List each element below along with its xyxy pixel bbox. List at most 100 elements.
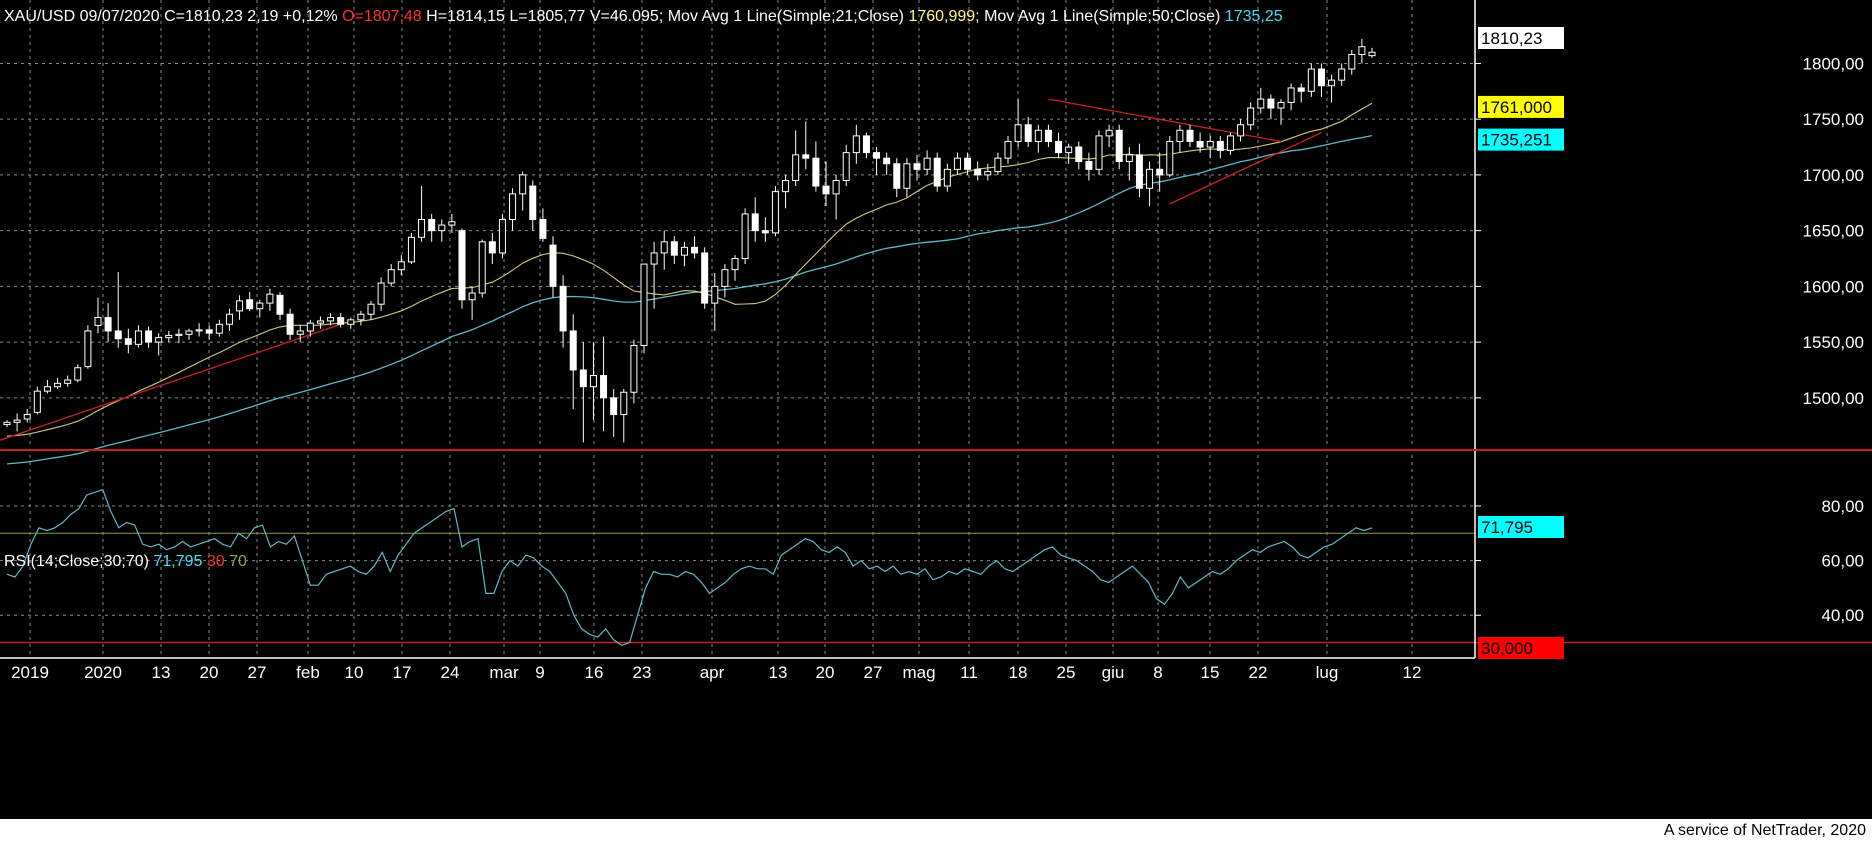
candles <box>3 38 1376 443</box>
candle-down <box>488 241 496 254</box>
candle-down <box>974 168 982 176</box>
candle-up <box>195 329 203 332</box>
candle-up <box>640 263 648 346</box>
ma21-tag: 1761,000 <box>1481 98 1552 117</box>
volume-value: V=46.095; <box>589 8 664 25</box>
axes: 1500,00 1550,00 1600,00 1650,00 1700,00 1750,… <box>0 0 1872 682</box>
candle-down <box>569 330 577 371</box>
rsi-low: 30 <box>206 553 225 570</box>
candle-up <box>994 157 1002 173</box>
candle-down <box>873 152 881 159</box>
candle-down <box>145 330 153 343</box>
x-tick-label: mar <box>489 663 519 682</box>
candle-down <box>286 313 294 335</box>
price-tick-label: 1800,00 <box>1803 54 1864 73</box>
symbol: XAU/USD <box>4 8 76 25</box>
candle-down <box>1196 140 1204 148</box>
candle-up <box>680 246 688 256</box>
rsi-tick-label: 80,00 <box>1821 497 1864 516</box>
x-tick-label: 25 <box>1057 663 1076 682</box>
candle-up <box>84 330 92 368</box>
candle-down <box>761 230 769 234</box>
x-tick-label: 20 <box>200 663 219 682</box>
candle-down <box>691 246 699 254</box>
candle-up <box>782 179 790 193</box>
ma50-label: Mov Avg 1 Line(Simple;50;Close) <box>984 8 1221 25</box>
candle-up <box>316 320 324 324</box>
close-value: C=1810,23 <box>164 8 243 25</box>
candle-down <box>600 375 608 399</box>
candle-down <box>205 329 213 334</box>
candle-up <box>347 319 355 325</box>
candle-up <box>1176 129 1184 142</box>
candle-up <box>387 269 395 284</box>
candle-up <box>984 171 992 176</box>
x-tick-label: 13 <box>152 663 171 682</box>
ma21-path <box>6 102 1373 437</box>
candle-up <box>1226 135 1234 151</box>
x-tick-label: 18 <box>1009 663 1028 682</box>
price-legend: XAU/USD 09/07/2020 C=1810,23 2,19 +0,12%… <box>4 7 1283 27</box>
x-tick-label: 27 <box>864 663 883 682</box>
candle-up <box>357 313 365 321</box>
candle-down <box>883 157 891 165</box>
candle-up <box>792 154 800 181</box>
candle-up <box>923 157 931 170</box>
candle-up <box>236 300 244 312</box>
candle-up <box>306 322 314 332</box>
candle-down <box>529 185 537 220</box>
rsi-value: 71,795 <box>153 553 203 570</box>
candle-up <box>1095 135 1103 170</box>
candle-up <box>296 330 304 335</box>
candle-up <box>266 293 274 304</box>
candle-down <box>104 317 112 332</box>
price-tick-label: 1650,00 <box>1803 222 1864 241</box>
x-tick-label: feb <box>296 663 320 682</box>
candle-up <box>215 323 223 334</box>
x-tick-label: 13 <box>769 663 788 682</box>
ma50-line <box>6 134 1373 465</box>
candle-down <box>458 230 466 301</box>
rsi-value-tag: 71,795 <box>1481 518 1533 537</box>
trendline-support-early <box>0 323 341 441</box>
candle-up <box>256 302 264 310</box>
candle-down <box>539 218 547 239</box>
price-tick-label: 1550,00 <box>1803 333 1864 352</box>
candle-up <box>1034 129 1042 142</box>
candle-up <box>94 317 102 326</box>
candle-down <box>124 338 132 345</box>
change-value: 2,19 <box>247 8 279 25</box>
candle-down <box>1024 124 1032 142</box>
candle-up <box>377 282 385 305</box>
candle-up <box>43 386 51 392</box>
x-tick-label: 16 <box>585 663 604 682</box>
candle-down <box>964 157 972 170</box>
last-price-tag-bg <box>1478 27 1564 49</box>
candle-up <box>721 269 729 287</box>
candle-up <box>1348 54 1356 70</box>
rsi-label: RSI(14;Close;30;70) <box>4 553 149 570</box>
x-tick-label: 2019 <box>11 663 49 682</box>
candle-up <box>903 163 911 189</box>
candle-down <box>1186 129 1194 142</box>
trendline-support-late <box>1169 131 1322 205</box>
candle-down <box>1075 146 1083 163</box>
candle-up <box>1257 98 1265 109</box>
candle-up <box>74 367 82 381</box>
candle-up <box>448 221 456 226</box>
candle-up <box>478 241 486 294</box>
candle-up <box>1287 87 1295 103</box>
rsi-plot <box>0 488 1872 646</box>
candle-down <box>802 154 810 159</box>
candle-down <box>579 369 587 388</box>
candle-down <box>751 213 759 232</box>
candle-up <box>1146 168 1154 189</box>
footer-credit: A service of NetTrader, 2020 <box>1663 822 1866 839</box>
candle-down <box>610 397 618 416</box>
candle-up <box>1166 140 1174 176</box>
last-price-tag: 1810,23 <box>1481 29 1542 48</box>
candle-up <box>852 135 860 154</box>
candle-up <box>13 419 21 423</box>
candle-up <box>418 218 426 238</box>
x-tick-label: mag <box>902 663 935 682</box>
